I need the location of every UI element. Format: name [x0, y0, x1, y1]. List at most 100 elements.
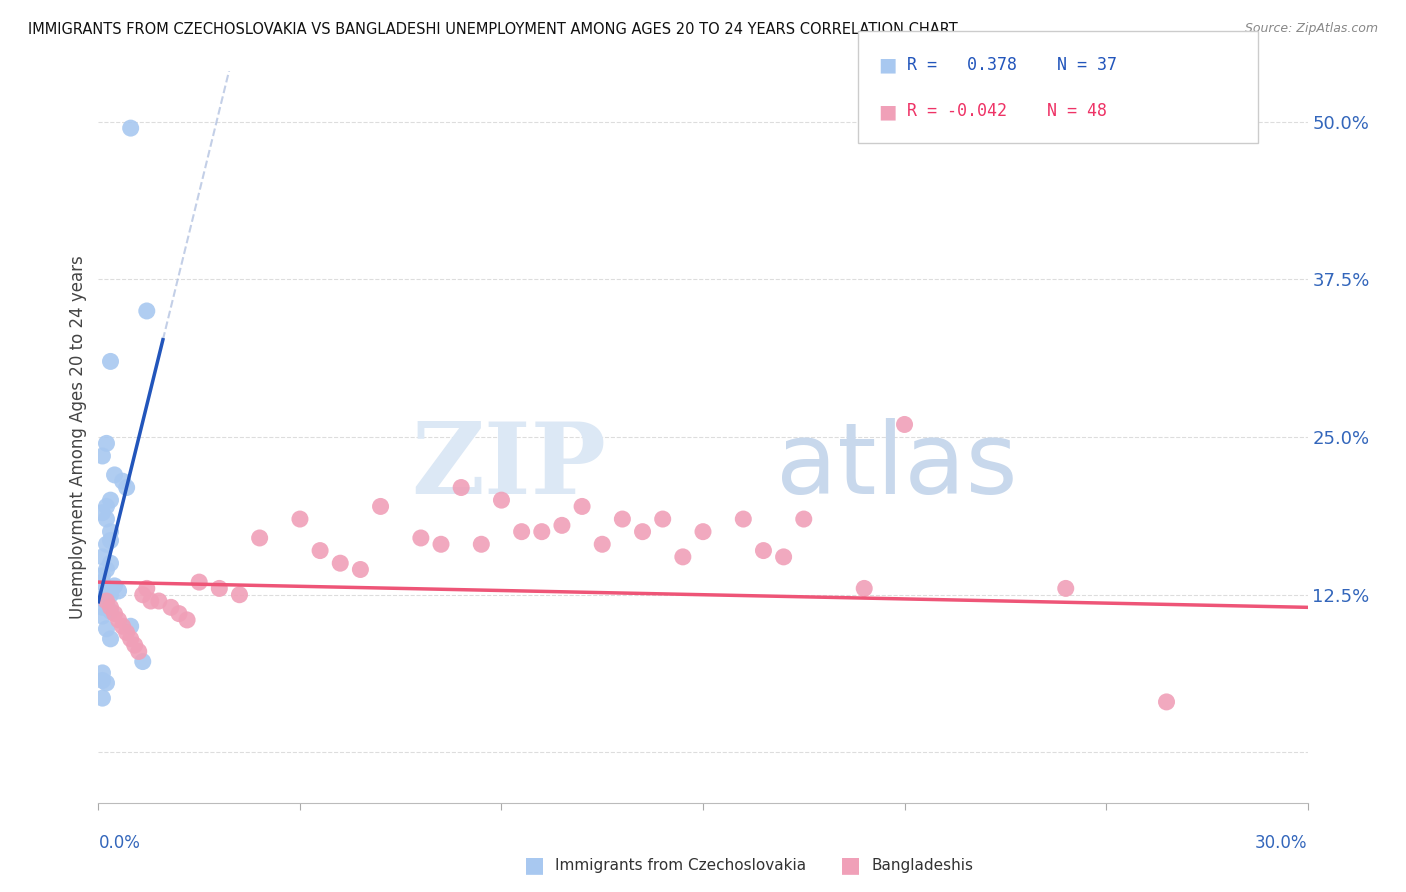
Point — [91, 673, 114, 688]
Point — [103, 467, 125, 482]
Point — [91, 506, 114, 520]
Point — [491, 493, 513, 508]
Point — [96, 562, 118, 576]
Point — [631, 524, 654, 539]
Point — [91, 665, 114, 680]
Point — [115, 625, 138, 640]
Point — [100, 524, 122, 539]
Point — [120, 619, 142, 633]
Text: 30.0%: 30.0% — [1256, 834, 1308, 852]
Y-axis label: Unemployment Among Ages 20 to 24 years: Unemployment Among Ages 20 to 24 years — [69, 255, 87, 619]
Point — [288, 512, 311, 526]
Point — [91, 591, 114, 606]
Point — [91, 575, 114, 590]
Point — [551, 518, 574, 533]
Point — [612, 512, 634, 526]
Point — [96, 500, 118, 514]
Point — [96, 436, 118, 450]
Point — [111, 619, 134, 633]
Point — [100, 632, 122, 646]
Point — [176, 613, 198, 627]
Point — [91, 600, 114, 615]
Point — [571, 500, 593, 514]
Point — [733, 512, 755, 526]
Point — [100, 600, 122, 615]
Point — [120, 632, 142, 646]
Point — [124, 638, 146, 652]
Point — [100, 588, 122, 602]
Point — [208, 582, 231, 596]
Point — [91, 569, 114, 583]
Point — [107, 583, 129, 598]
Point — [100, 493, 122, 508]
Point — [132, 655, 155, 669]
Point — [370, 500, 392, 514]
Point — [120, 121, 142, 136]
Point — [91, 609, 114, 624]
Text: Bangladeshis: Bangladeshis — [872, 858, 974, 872]
Point — [91, 449, 114, 463]
Point — [430, 537, 453, 551]
Point — [96, 537, 118, 551]
Text: ■: ■ — [879, 102, 897, 121]
Point — [100, 533, 122, 548]
Point — [91, 549, 114, 564]
Point — [132, 588, 155, 602]
Point — [96, 582, 118, 596]
Point — [672, 549, 695, 564]
Text: R =   0.378    N = 37: R = 0.378 N = 37 — [907, 56, 1116, 74]
Point — [329, 556, 352, 570]
Text: IMMIGRANTS FROM CZECHOSLOVAKIA VS BANGLADESHI UNEMPLOYMENT AMONG AGES 20 TO 24 Y: IMMIGRANTS FROM CZECHOSLOVAKIA VS BANGLA… — [28, 22, 957, 37]
Point — [103, 579, 125, 593]
Point — [100, 354, 122, 368]
Point — [228, 588, 250, 602]
Point — [103, 607, 125, 621]
Point — [409, 531, 432, 545]
Point — [135, 304, 157, 318]
Point — [309, 543, 332, 558]
Point — [96, 597, 118, 611]
Text: Immigrants from Czechoslovakia: Immigrants from Czechoslovakia — [555, 858, 807, 872]
Point — [96, 594, 118, 608]
Point — [111, 474, 134, 488]
Point — [591, 537, 613, 551]
Text: R = -0.042    N = 48: R = -0.042 N = 48 — [907, 103, 1107, 120]
Point — [692, 524, 714, 539]
Point — [1054, 582, 1077, 596]
Point — [107, 613, 129, 627]
Text: ■: ■ — [841, 855, 860, 875]
Point — [96, 676, 118, 690]
Point — [100, 604, 122, 618]
Point — [349, 562, 371, 576]
Point — [91, 691, 114, 706]
Point — [188, 575, 211, 590]
Text: ZIP: ZIP — [412, 417, 606, 515]
Point — [139, 594, 162, 608]
Point — [96, 622, 118, 636]
Text: atlas: atlas — [776, 417, 1017, 515]
Text: ■: ■ — [879, 55, 897, 75]
Point — [510, 524, 533, 539]
Point — [651, 512, 673, 526]
Text: 0.0%: 0.0% — [98, 834, 141, 852]
Point — [450, 481, 472, 495]
Point — [115, 481, 138, 495]
Point — [1156, 695, 1178, 709]
Point — [752, 543, 775, 558]
Point — [148, 594, 170, 608]
Point — [96, 512, 118, 526]
Point — [530, 524, 553, 539]
Point — [893, 417, 915, 432]
Point — [128, 644, 150, 658]
Point — [160, 600, 183, 615]
Text: Source: ZipAtlas.com: Source: ZipAtlas.com — [1244, 22, 1378, 36]
Point — [470, 537, 492, 551]
Point — [249, 531, 271, 545]
Point — [100, 556, 122, 570]
Point — [772, 549, 794, 564]
Point — [853, 582, 876, 596]
Text: ■: ■ — [524, 855, 544, 875]
Point — [135, 582, 157, 596]
Point — [793, 512, 815, 526]
Point — [167, 607, 190, 621]
